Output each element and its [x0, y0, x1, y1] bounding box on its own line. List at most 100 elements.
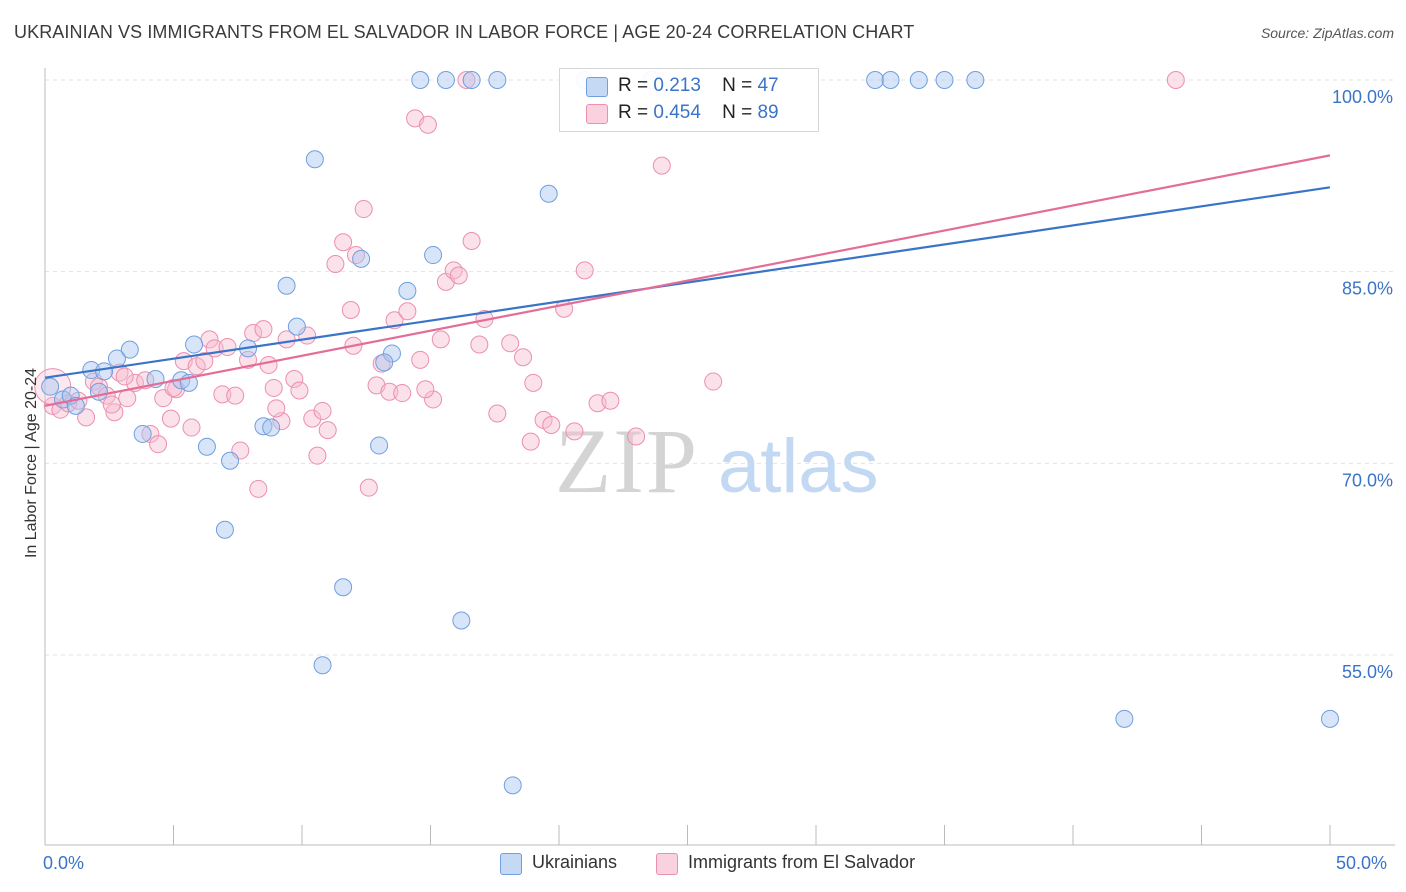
el-salvador-point [149, 435, 168, 454]
el-salvador-point [462, 232, 481, 250]
el-salvador-point [77, 408, 96, 427]
legend-n-value: 89 [757, 102, 779, 123]
ukrainians-point [375, 353, 394, 372]
el-salvador-point [542, 416, 561, 434]
legend-swatch-blue [586, 77, 608, 97]
el-salvador-point [195, 352, 214, 371]
legend-n-label: N = [722, 102, 753, 123]
axes [44, 68, 1395, 846]
bottom-legend-label: Ukrainians [532, 852, 618, 872]
el-salvador-point [393, 384, 412, 403]
ukrainians-point [254, 417, 273, 436]
el-salvador-point [51, 400, 70, 419]
el-salvador-point [470, 335, 489, 354]
y-tick-label: 100.0% [1332, 87, 1393, 107]
ukrainians-point [305, 150, 324, 169]
ukrainians-point [41, 377, 60, 396]
el-salvador-point [118, 389, 137, 408]
el-salvador-point [627, 427, 646, 446]
x-tick-label-max: 50.0% [1336, 853, 1388, 873]
el-salvador-point [326, 255, 345, 273]
ukrainians-point [215, 520, 234, 539]
ukrainians-point [197, 437, 216, 456]
el-salvador-point [141, 424, 160, 443]
legend-n-value: 47 [757, 75, 779, 96]
ukrainians-point [185, 335, 204, 354]
el-salvador-point [501, 334, 520, 353]
ukrainians-point [539, 184, 558, 203]
el-salvador-point [601, 391, 620, 410]
el-salvador-point [102, 395, 121, 414]
el-salvador-point [285, 370, 304, 388]
el-salvador-point [565, 422, 584, 441]
trend-lines [44, 154, 1331, 407]
bottom-legend-swatch-blue [500, 853, 522, 875]
el-salvador-point [488, 404, 507, 423]
legend-r-value: 0.454 [653, 102, 701, 123]
ukrainians-point [352, 249, 371, 268]
ukrainians-point [221, 451, 240, 470]
x-tick-label-min: 0.0% [43, 853, 85, 873]
legend-n-label: N = [722, 75, 753, 96]
bottom-legend-label: Immigrants from El Salvador [688, 852, 916, 872]
chart-title: UKRAINIAN VS IMMIGRANTS FROM EL SALVADOR… [14, 22, 915, 42]
el-salvador-point [341, 301, 360, 319]
el-salvador-point [575, 261, 594, 280]
svg-text:atlas: atlas [718, 424, 879, 509]
ukrainians-point [313, 656, 332, 675]
ukrainians-point [462, 71, 481, 89]
el-salvador-point [359, 478, 378, 497]
ukrainians-point [866, 71, 885, 89]
el-salvador-point [259, 355, 278, 374]
el-salvador-point [264, 378, 283, 397]
source-credit: Source: ZipAtlas.com [1260, 25, 1394, 41]
el-salvador-point [418, 115, 437, 134]
el-salvador-point [444, 261, 463, 280]
el-salvador-point [457, 71, 476, 89]
el-salvador-point [704, 372, 723, 391]
ukrainians-point [411, 71, 430, 89]
el-salvador-point [334, 233, 353, 252]
ukrainians-point [277, 276, 296, 295]
el-salvador-point [290, 381, 309, 400]
ukrainians-point [262, 418, 281, 437]
ukrainians-point [452, 611, 471, 630]
el-salvador-point [308, 446, 327, 465]
ukrainians-point [398, 281, 417, 300]
bottom-legend-swatch-pink [656, 853, 678, 875]
el-salvador-point [652, 156, 671, 175]
y-tick-label: 55.0% [1342, 662, 1393, 682]
el-salvador-point [313, 401, 332, 420]
el-salvador-point [218, 338, 237, 357]
el-salvador-point [249, 479, 268, 498]
el-salvador-point [354, 200, 373, 219]
ukrainians-point [881, 71, 900, 89]
ukrainians-point [1321, 709, 1339, 728]
el-salvador-point [514, 348, 533, 367]
el-salvador-trend-line [44, 154, 1331, 407]
el-salvador-point [226, 386, 245, 405]
ukrainians-point [89, 382, 108, 401]
el-salvador-point [115, 367, 134, 386]
series-el-salvador-points [34, 71, 1185, 498]
legend-r-label: R = [618, 75, 649, 96]
ukrainians-trend-line [44, 186, 1331, 379]
watermark: ZIP atlas [555, 410, 879, 512]
ukrainians-point [370, 436, 389, 455]
ukrainians-point [488, 71, 507, 89]
y-axis-label: In Labor Force | Age 20-24 [23, 367, 40, 559]
el-salvador-point [449, 266, 468, 285]
svg-text:ZIP: ZIP [555, 410, 699, 512]
ukrainians-point [503, 776, 522, 795]
el-salvador-point [303, 409, 322, 428]
ukrainians-point [909, 71, 928, 89]
legend-r-value: 0.213 [653, 75, 701, 96]
ukrainians-point [935, 71, 954, 89]
ukrainians-point [120, 340, 139, 359]
el-salvador-point [318, 421, 337, 440]
y-tick-labels: 55.0% 70.0% 85.0% 100.0% [1332, 87, 1393, 682]
el-salvador-point [254, 320, 273, 339]
correlation-legend: R = 0.213 N = 47 R = 0.454 N = 89 [559, 68, 819, 132]
el-salvador-point [521, 432, 540, 451]
el-salvador-point [411, 350, 430, 369]
